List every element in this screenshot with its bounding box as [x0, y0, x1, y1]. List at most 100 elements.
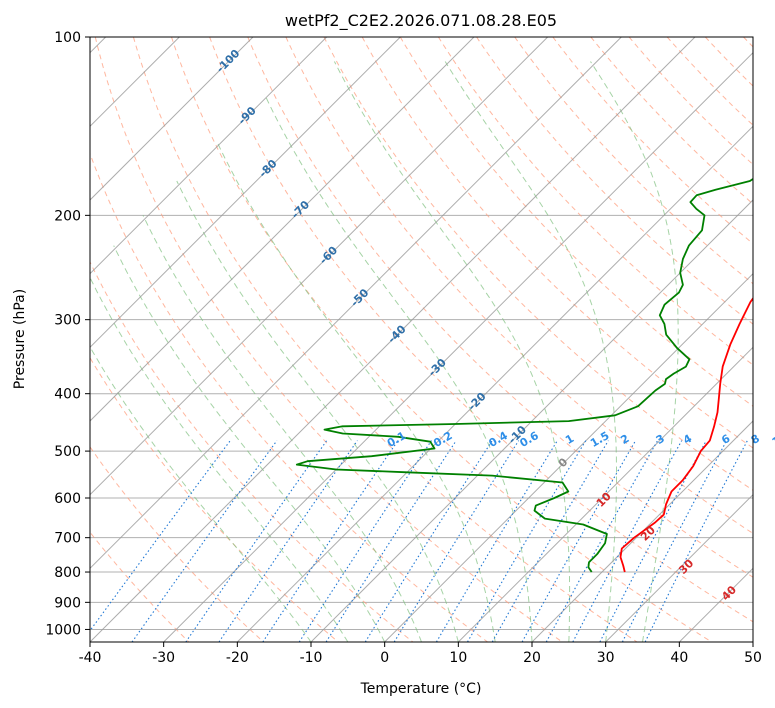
y-tick-label: 500 [54, 444, 81, 460]
moist-adiabat-line [176, 180, 459, 642]
mixing-ratio-label: 8 [749, 432, 762, 447]
mixing-ratio-line [545, 440, 659, 642]
y-tick-label: 700 [54, 531, 81, 547]
dry-adiabat-line [94, 37, 563, 642]
x-tick-label: -30 [152, 650, 175, 666]
mixing-ratio-line [572, 440, 683, 642]
dry-adiabat-line [437, 37, 753, 366]
dry-adiabat-line [399, 37, 753, 407]
isotherm-line [752, 641, 753, 642]
moist-adiabat-line [113, 245, 386, 642]
mixing-ratio-line [262, 440, 399, 642]
mixing-ratio-line [393, 440, 520, 642]
dry-adiabat-line [90, 446, 264, 642]
mixing-ratio-label: 0.1 [385, 429, 408, 450]
dry-adiabat-line [628, 37, 753, 166]
isotherm-line [310, 199, 753, 642]
isotherm-line [531, 420, 753, 642]
isotherm-line [90, 37, 328, 275]
chart-title: wetPf2_C2E2.2026.071.08.28.E05 [285, 11, 557, 31]
mixing-ratio-label: 1 [563, 432, 576, 447]
moist-adiabat-line [333, 61, 571, 642]
isotherm-line [90, 37, 549, 496]
x-tick-label: -40 [79, 650, 102, 666]
moist-adiabat-line [590, 61, 679, 642]
y-tick-label: 300 [54, 313, 81, 329]
dry-adiabat-line [171, 37, 712, 642]
dry-adiabat-line [132, 37, 638, 642]
x-tick-label: 0 [380, 650, 389, 666]
mixing-ratio-label: 10 [770, 430, 775, 449]
x-tick-label: 30 [597, 650, 615, 666]
dry-adiabat-line [552, 37, 753, 245]
dry-adiabat-line [666, 37, 753, 126]
x-tick-label: 20 [523, 650, 541, 666]
moist-adiabat-line [264, 94, 533, 642]
isotherm-line [678, 567, 753, 642]
y-axis-label: Pressure (hPa) [12, 289, 28, 389]
isotherm-line [90, 37, 475, 422]
moist-adiabat-label: 10 [594, 490, 614, 510]
mixing-ratio-line [435, 440, 558, 642]
isotherm-line [236, 125, 753, 642]
data-layer [295, 177, 753, 573]
mixing-ratio-line [467, 440, 587, 642]
dry-adiabat-line [90, 356, 339, 642]
grid-layer [90, 37, 753, 642]
y-tick-label: 400 [54, 387, 81, 403]
dry-adiabat-line [743, 37, 753, 48]
isotherm-line [457, 346, 753, 642]
x-tick-label: 40 [670, 650, 688, 666]
isotherm-line [90, 37, 696, 642]
mixing-ratio-line [131, 440, 278, 642]
dewpoint-profile-line [295, 177, 753, 573]
mixing-ratio-line [298, 440, 432, 642]
moist-adiabat-line [90, 345, 312, 642]
isotherm-line [90, 37, 254, 201]
dry-adiabat-line [90, 260, 414, 642]
y-tick-label: 900 [54, 595, 81, 611]
isotherm-line [163, 51, 753, 642]
mixing-ratio-line [90, 440, 231, 632]
axis-ticks: -40 -30 -20 -10 0 10 20 30 40 5010020030040050060… [45, 30, 762, 666]
contour-labels: -100-90-80-70-60-50-40-30-20-1000.1 0.2 0.… [214, 47, 775, 604]
mixing-ratio-label: 6 [719, 432, 732, 447]
mixing-ratio-line [521, 440, 637, 642]
mixing-ratio-line [325, 440, 457, 642]
temperature-profile-line [619, 296, 753, 573]
dry-adiabat-line [590, 37, 753, 205]
isotherm-line [384, 272, 753, 642]
mixing-ratio-label: 2 [618, 432, 631, 447]
x-tick-label: 50 [744, 650, 762, 666]
mixing-ratio-line [185, 440, 328, 642]
mixing-ratio-line [364, 440, 493, 642]
dry-adiabat-line [514, 37, 753, 285]
dry-adiabat-line [476, 37, 753, 325]
y-tick-label: 200 [54, 208, 81, 224]
moist-adiabat-line [444, 61, 617, 642]
mixing-ratio-line [218, 440, 358, 642]
moist-adiabat-label: 40 [719, 583, 739, 603]
mixing-ratio-label: 4 [681, 432, 694, 447]
dry-adiabat-line [90, 152, 488, 642]
dry-adiabat-line [704, 37, 753, 87]
isotherm-line [90, 37, 401, 349]
mixing-ratio-line [491, 440, 609, 642]
x-tick-label: -20 [226, 650, 249, 666]
isotherm-line [605, 493, 753, 642]
moist-adiabat-line [142, 215, 422, 642]
moist-adiabat-label: 30 [676, 557, 696, 577]
y-tick-label: 800 [54, 565, 81, 581]
dry-adiabat-line [361, 37, 753, 449]
mixing-ratio-label: 1.5 [588, 429, 611, 450]
moist-adiabat-line [90, 276, 349, 642]
dry-adiabat-line [247, 37, 753, 578]
moist-adiabat-line [216, 141, 496, 642]
dry-adiabat-line [90, 531, 190, 642]
x-tick-label: 10 [449, 650, 467, 666]
y-tick-label: 100 [54, 30, 81, 46]
mixing-ratio-line [644, 440, 748, 642]
y-tick-label: 1000 [45, 622, 81, 638]
plot-frame [89, 36, 754, 643]
